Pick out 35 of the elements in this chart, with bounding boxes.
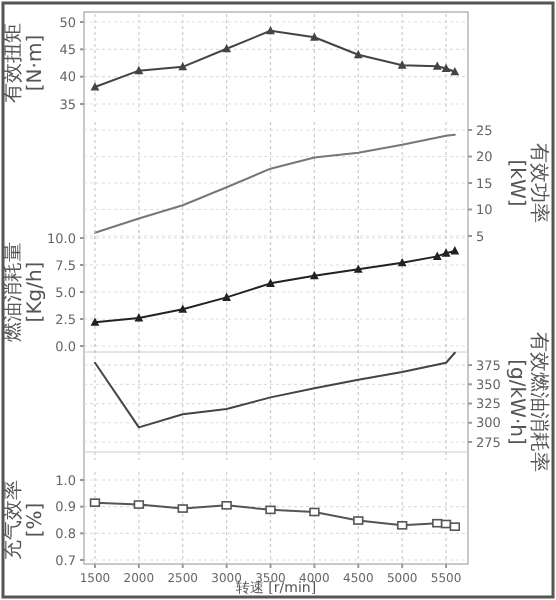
y2-axis-title: 有效功率 [kW] bbox=[505, 143, 551, 223]
point bbox=[265, 505, 276, 515]
point bbox=[178, 61, 188, 71]
point bbox=[396, 521, 408, 530]
point bbox=[450, 66, 460, 76]
point bbox=[310, 32, 319, 41]
point bbox=[449, 522, 461, 531]
point bbox=[432, 61, 442, 70]
point bbox=[178, 304, 188, 313]
point bbox=[310, 270, 319, 280]
point bbox=[441, 63, 451, 72]
point bbox=[309, 507, 320, 517]
y-axis-title: 充气效率 [%] bbox=[1, 480, 47, 560]
point bbox=[221, 501, 232, 510]
point bbox=[397, 60, 407, 69]
point bbox=[353, 264, 363, 273]
point bbox=[432, 251, 442, 260]
point bbox=[133, 500, 145, 509]
point bbox=[353, 516, 364, 525]
point bbox=[222, 43, 232, 53]
point bbox=[432, 518, 443, 528]
line-series bbox=[93, 351, 456, 429]
y-axis-title: 有效扭矩 [N·m] bbox=[1, 23, 47, 103]
point bbox=[90, 317, 100, 326]
point bbox=[353, 49, 363, 59]
point bbox=[441, 248, 451, 257]
point bbox=[266, 278, 275, 287]
point bbox=[90, 82, 100, 91]
point bbox=[89, 498, 101, 507]
point bbox=[134, 65, 144, 75]
y2-axis-title: 有效燃油消耗率 [g/kW·h] bbox=[505, 332, 551, 472]
point bbox=[177, 504, 188, 513]
point bbox=[222, 292, 232, 301]
point bbox=[397, 258, 407, 267]
line-series bbox=[93, 133, 456, 234]
